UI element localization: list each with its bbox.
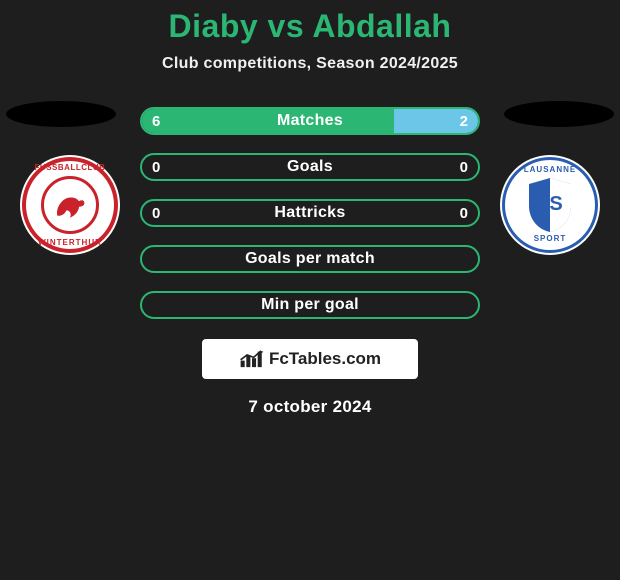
- page-subtitle: Club competitions, Season 2024/2025: [0, 55, 620, 73]
- player-shadow-right: [504, 101, 614, 127]
- stat-row-goals-per-match: Goals per match: [140, 245, 480, 273]
- stat-row-min-per-goal: Min per goal: [140, 291, 480, 319]
- player-shadow-left: [6, 101, 116, 127]
- stat-fill-right: [394, 109, 478, 133]
- page-title: Diaby vs Abdallah: [0, 8, 620, 45]
- club-badge-left: FUSSBALLCLUB WINTERTHUR: [20, 155, 120, 255]
- comparison-card: Diaby vs Abdallah Club competitions, Sea…: [0, 0, 620, 417]
- brand-box[interactable]: FcTables.com: [202, 339, 418, 379]
- date-text: 7 october 2024: [0, 397, 620, 417]
- content-area: FUSSBALLCLUB WINTERTHUR LAUSANNE LS: [0, 107, 620, 417]
- stat-value-right: 0: [460, 159, 468, 176]
- brand-text: FcTables.com: [269, 349, 381, 369]
- stat-row-goals: 0 Goals 0: [140, 153, 480, 181]
- stats-bars: 6 Matches 2 0 Goals 0 0 Hattricks 0: [140, 107, 480, 319]
- stat-row-hattricks: 0 Hattricks 0: [140, 199, 480, 227]
- stat-value-left: 0: [152, 205, 160, 222]
- club-badge-right: LAUSANNE LS SPORT: [500, 155, 600, 255]
- stat-value-right: 0: [460, 205, 468, 222]
- stat-label: Hattricks: [142, 204, 478, 222]
- stat-label: Min per goal: [142, 296, 478, 314]
- stat-row-matches: 6 Matches 2: [140, 107, 480, 135]
- stat-label: Goals: [142, 158, 478, 176]
- stat-value-left: 0: [152, 159, 160, 176]
- stat-fill-left: [142, 109, 394, 133]
- winterthur-badge-icon: FUSSBALLCLUB WINTERTHUR: [22, 157, 118, 253]
- fctables-bars-icon: [239, 349, 265, 369]
- lausanne-badge-icon: LAUSANNE LS SPORT: [502, 157, 598, 253]
- stat-label: Goals per match: [142, 250, 478, 268]
